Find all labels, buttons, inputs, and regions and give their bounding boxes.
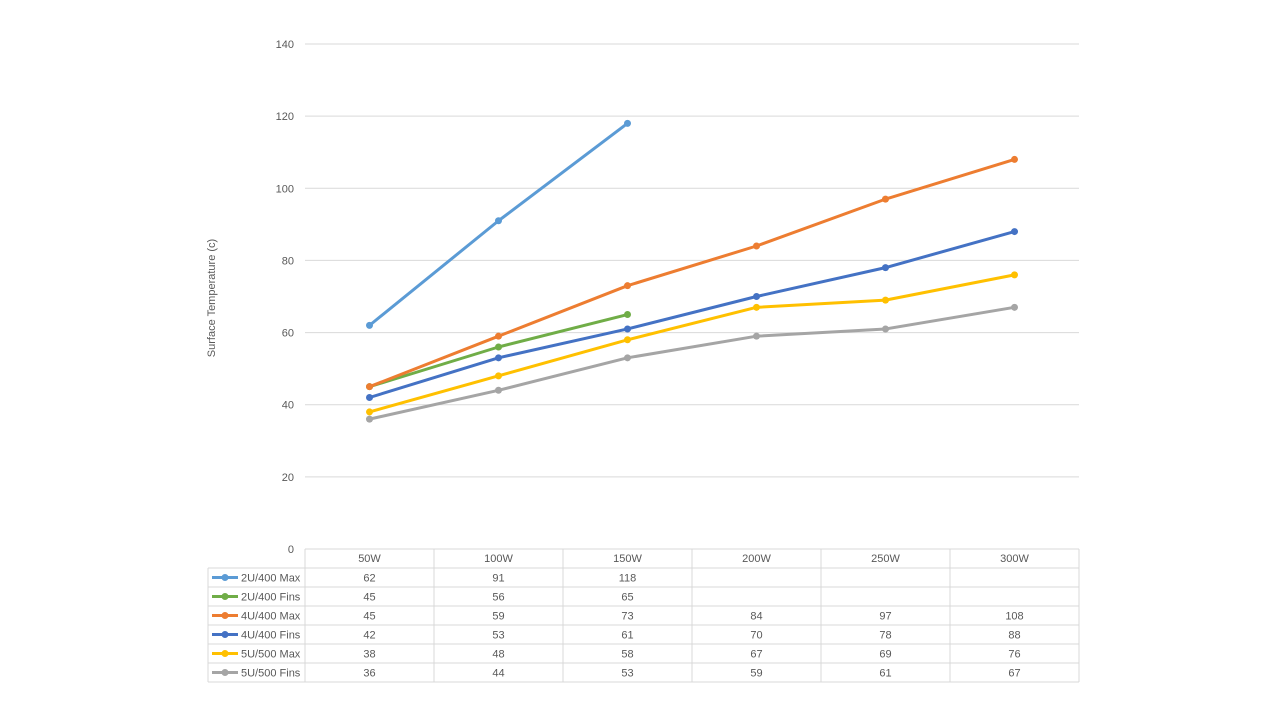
data-table: 50W 100W 150W 200W 250W 300W 2U/400 Max 62 91 118…	[207, 548, 1080, 683]
table-cell-value: 91	[492, 573, 504, 585]
data-point	[624, 119, 631, 127]
table-cell-value: 108	[1005, 611, 1023, 623]
table-cell-value: 59	[492, 611, 504, 623]
table-cell-value: 97	[879, 611, 891, 623]
table-cell-value: 88	[1008, 630, 1020, 642]
table-cell-value: 67	[750, 649, 762, 661]
data-point	[366, 415, 373, 423]
legend-swatch-marker	[221, 574, 229, 581]
x-category-label: 300W	[1000, 553, 1029, 565]
x-category-label: 250W	[871, 553, 900, 565]
table-cell-value: 48	[492, 649, 504, 661]
table-cell-value: 67	[1008, 668, 1020, 680]
data-point	[495, 372, 502, 380]
data-point	[366, 394, 373, 401]
data-point	[624, 282, 631, 290]
table-cell-value: 65	[621, 592, 633, 604]
y-tick-label: 20	[282, 472, 294, 484]
gridlines	[305, 43, 1079, 478]
y-axis-label: Surface Temperature (c)	[206, 239, 218, 357]
table-cell-value: 53	[492, 630, 504, 642]
data-point	[624, 354, 631, 362]
data-point	[882, 195, 889, 203]
data-point	[495, 217, 502, 225]
data-point	[882, 296, 889, 304]
y-axis-ticks: 0 20 40 60 80 100 120 140	[276, 39, 294, 556]
data-point	[624, 311, 631, 319]
table-cell-value: 36	[363, 668, 375, 680]
series-line	[368, 273, 1016, 414]
x-category-label: 150W	[613, 553, 642, 565]
data-point	[495, 332, 502, 340]
y-tick-label: 80	[282, 255, 294, 267]
y-tick-label: 60	[282, 328, 294, 340]
x-category-label: 50W	[358, 553, 381, 565]
table-cell-value: 76	[1008, 649, 1020, 661]
table-cell-value: 62	[363, 573, 375, 585]
table-cell-value: 70	[750, 630, 762, 642]
data-point	[882, 264, 889, 272]
data-point	[1011, 155, 1018, 163]
table-cell-value: 118	[619, 573, 637, 585]
data-point	[753, 303, 760, 311]
legend-label: 5U/500 Max	[241, 649, 301, 661]
table-cell-value: 53	[621, 668, 633, 680]
table-cell-value: 58	[621, 649, 633, 661]
series-line	[368, 230, 1016, 399]
table-cell-value: 84	[750, 611, 762, 623]
data-point	[753, 332, 760, 340]
table-cell-value: 38	[363, 649, 375, 661]
data-point	[753, 242, 760, 250]
table-cell-value: 45	[363, 592, 375, 604]
table-cell-value: 61	[621, 630, 633, 642]
data-point	[366, 408, 373, 416]
legend-label: 2U/400 Max	[241, 573, 301, 585]
y-tick-label: 0	[288, 544, 294, 556]
legend-swatch-marker	[221, 650, 229, 657]
legend-label: 4U/400 Max	[241, 611, 301, 623]
data-point	[1011, 228, 1018, 236]
y-tick-label: 100	[276, 183, 294, 195]
table-cell-value: 73	[621, 611, 633, 623]
legend-swatch-marker	[221, 631, 229, 638]
data-point	[624, 336, 631, 344]
x-category-label: 100W	[484, 553, 513, 565]
data-point	[366, 383, 373, 391]
series-line	[368, 305, 1016, 421]
table-cell-value: 44	[492, 668, 504, 680]
table-cell-value: 69	[879, 649, 891, 661]
data-point	[1011, 271, 1018, 279]
legend-label: 4U/400 Fins	[241, 630, 301, 642]
legend-swatch-marker	[221, 612, 229, 619]
data-point	[882, 325, 889, 333]
series-lines	[366, 119, 1018, 423]
table-cell-value: 56	[492, 592, 504, 604]
data-point	[495, 343, 502, 351]
legend-label: 2U/400 Fins	[241, 592, 301, 604]
series-line	[368, 121, 629, 327]
table-cell-value: 59	[750, 668, 762, 680]
table-cell-value: 45	[363, 611, 375, 623]
data-point	[495, 354, 502, 362]
data-point	[1011, 303, 1018, 311]
legend-swatch-marker	[221, 669, 229, 676]
y-tick-label: 120	[276, 111, 294, 123]
table-cell-value: 42	[363, 630, 375, 642]
legend-label: 5U/500 Fins	[241, 668, 301, 680]
data-point	[366, 321, 373, 329]
data-point	[495, 386, 502, 394]
data-point	[624, 325, 631, 333]
series-line	[368, 157, 1016, 389]
table-cell-value: 78	[879, 630, 891, 642]
y-tick-label: 140	[276, 39, 294, 51]
y-tick-label: 40	[282, 400, 294, 412]
data-point	[753, 293, 760, 300]
x-category-label: 200W	[742, 553, 771, 565]
legend-swatch-marker	[221, 593, 229, 600]
table-cell-value: 61	[879, 668, 891, 680]
